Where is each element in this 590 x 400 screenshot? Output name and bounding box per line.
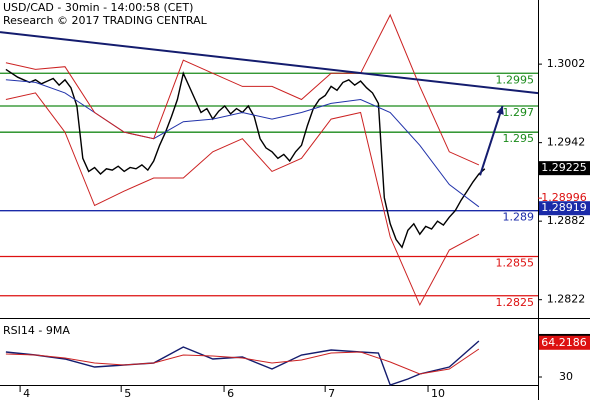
- arrow: [479, 105, 504, 176]
- trendline: [0, 31, 539, 95]
- y-tick-label: 1.2942: [547, 136, 586, 149]
- price-marker-label: 64.2186: [541, 336, 587, 349]
- panel-title: RSI14 - 9MA: [3, 324, 70, 337]
- x-tick-label: 6: [227, 387, 234, 400]
- arrow-head: [496, 106, 504, 115]
- series-line: [5, 348, 480, 375]
- x-tick-label: 7: [328, 387, 335, 400]
- price-marker-label: 1.28996: [541, 191, 587, 204]
- price-marker-box: [539, 161, 590, 176]
- y-tick-label: 1.2882: [547, 214, 586, 227]
- price-marker-label: 1.29225: [541, 161, 587, 174]
- level-label: 1.297: [503, 106, 535, 119]
- price-marker-label: 1.28919: [541, 201, 587, 214]
- chart-title: USD/CAD - 30min - 14:00:58 (CET): [3, 1, 193, 14]
- price-marker-box: [539, 201, 590, 216]
- chart-subtitle: Research © 2017 TRADING CENTRAL: [3, 14, 208, 27]
- level-label: 1.2825: [496, 296, 535, 309]
- series-line: [5, 13, 480, 166]
- level-label: 1.289: [503, 211, 535, 224]
- level-label: 1.2855: [496, 256, 535, 269]
- x-tick-label: 5: [124, 387, 131, 400]
- x-tick-label: 10: [431, 387, 445, 400]
- x-tick-label: 4: [23, 387, 30, 400]
- level-label: 1.2995: [496, 73, 535, 86]
- series-line: [5, 79, 480, 208]
- series-line: [5, 68, 486, 249]
- series-line: [5, 92, 480, 307]
- level-label: 1.295: [503, 132, 535, 145]
- series-line: [5, 340, 480, 386]
- y-tick-label: 1.2822: [547, 293, 586, 306]
- y-tick-label: 1.3002: [547, 57, 586, 70]
- price-marker-box: [539, 335, 590, 350]
- y-tick-label: 30: [559, 370, 573, 383]
